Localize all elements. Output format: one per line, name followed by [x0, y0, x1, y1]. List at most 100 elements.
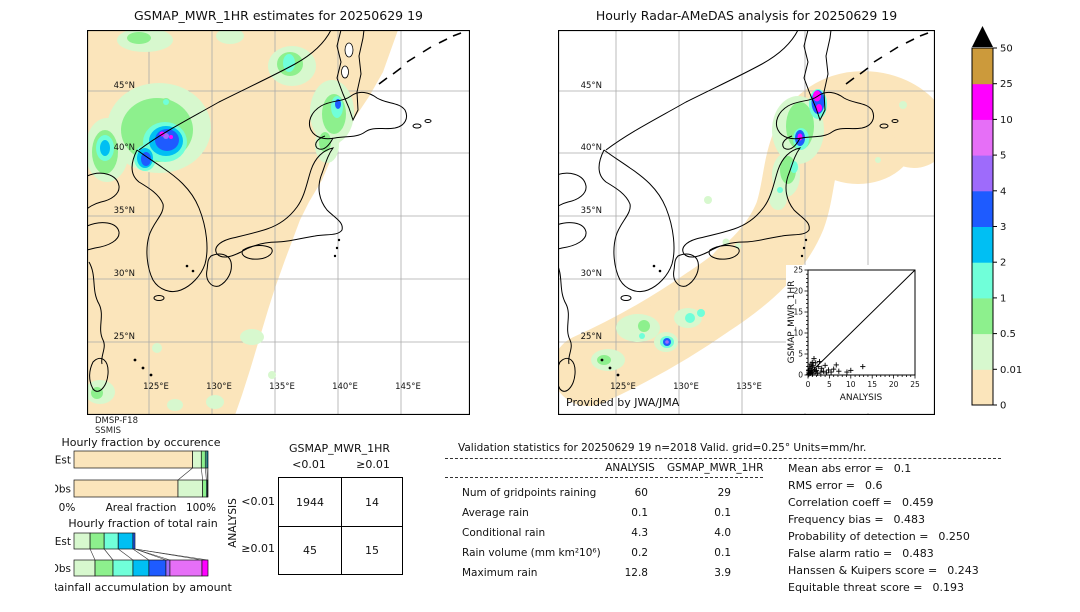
lon-label: 125°E [143, 382, 169, 392]
svg-text:0.5: 0.5 [1000, 329, 1016, 340]
gsmap-estimates-map: 45°N 40°N 35°N 30°N 25°N 125°E 130°E 135… [87, 30, 470, 415]
credit-text: Provided by JWA/JMA [566, 396, 680, 409]
right-map-title: Hourly Radar-AMeDAS analysis for 2025062… [595, 8, 898, 23]
lat-label: 30°N [114, 269, 135, 279]
svg-text:0.01: 0.01 [1000, 365, 1022, 376]
axis-title: Areal fraction [106, 502, 177, 514]
svg-text:10: 10 [1000, 115, 1013, 126]
sakhalin-lakes [341, 42, 354, 79]
lat-label: 25°N [581, 332, 602, 342]
stat-row: Conditional rain 4.3 4.0 [462, 527, 731, 539]
rain-colorbar: 0 0.01 0.5 1 2 3 4 5 10 25 50 [971, 26, 1022, 412]
contingency-header: GSMAP_MWR_1HR [288, 442, 391, 455]
score-row: RMS error = 0.6 [788, 479, 883, 492]
axis-100pct: 100% [186, 502, 216, 514]
svg-text:20: 20 [793, 287, 803, 296]
svg-text:10: 10 [846, 380, 856, 389]
total-rain-title: Hourly fraction of total rain [68, 517, 217, 530]
svg-text:5: 5 [1000, 151, 1006, 162]
radar-amedas-map: 45°N 40°N 35°N 30°N 25°N 125°E 130°E 135… [558, 30, 935, 415]
score-row: Frequency bias = 0.483 [788, 513, 926, 526]
est-label: Est [55, 455, 71, 467]
svg-text:10: 10 [793, 329, 803, 338]
score-row: Hanssen & Kuipers score = 0.243 [788, 564, 979, 577]
col-header-gsmap: GSMAP_MWR_1HR [667, 462, 764, 474]
lon-label: 135°E [269, 382, 295, 392]
lon-label: 135°E [736, 382, 762, 392]
rain-field [591, 89, 907, 371]
lat-label: 40°N [114, 143, 135, 153]
dashed-divider [445, 458, 1001, 459]
svg-text:25: 25 [793, 266, 803, 275]
contingency-grid: 1944 14 45 15 [278, 477, 403, 575]
lon-label: 130°E [206, 382, 232, 392]
score-row: Mean abs error = 0.1 [788, 462, 912, 475]
validation-statistics: Validation statistics for 20250629 19 n=… [443, 440, 1033, 608]
dashed-divider [445, 477, 763, 478]
satellite-source: DMSP-F18 SSMIS [95, 416, 138, 436]
lat-label: 25°N [114, 332, 135, 342]
svg-text:1: 1 [1000, 293, 1006, 304]
svg-text:4: 4 [1000, 186, 1006, 197]
svg-text:3: 3 [1000, 222, 1006, 233]
lon-label: 140°E [332, 382, 358, 392]
col-header-analysis: ANALYSIS [605, 462, 655, 474]
obs-label: Obs [55, 484, 71, 496]
lat-label: 35°N [581, 206, 602, 216]
cell-false-alarms: 14 [341, 478, 402, 526]
right-map-labels: 45°N 40°N 35°N 30°N 25°N 125°E 130°E 135… [581, 81, 762, 392]
svg-text:15: 15 [867, 380, 877, 389]
row-label-lt: <0.01 [241, 495, 275, 508]
map-border [558, 30, 935, 415]
svg-text:0: 0 [1000, 401, 1006, 412]
cell-correct-negatives: 1944 [296, 495, 324, 509]
sensor-name: SSMIS [95, 426, 122, 436]
lat-label: 45°N [114, 81, 135, 91]
inset-xlabel: ANALYSIS [840, 393, 883, 403]
left-map-labels: 45°N 40°N 35°N 30°N 25°N 125°E 130°E 135… [114, 81, 421, 392]
validation-title: Validation statistics for 20250629 19 n=… [458, 442, 867, 454]
svg-text:0: 0 [798, 371, 803, 380]
contingency-table: GSMAP_MWR_1HR <0.01 ≥0.01 ANALYSIS <0.01… [225, 440, 410, 585]
svg-text:2: 2 [1000, 258, 1006, 269]
axis-0pct: 0% [59, 502, 76, 514]
est-label: Est [55, 536, 71, 548]
left-map-title: GSMAP_MWR_1HR estimates for 20250629 19 [134, 8, 423, 23]
svg-text:25: 25 [910, 380, 920, 389]
score-row: Equitable threat score = 0.193 [788, 581, 964, 594]
lon-label: 145°E [395, 382, 421, 392]
svg-text:5: 5 [798, 350, 803, 359]
lat-label: 45°N [581, 81, 602, 91]
map-border [87, 30, 470, 415]
occurrence-title: Hourly fraction by occurence [62, 436, 221, 449]
cell-misses: 45 [279, 526, 341, 574]
row-label-ge: ≥0.01 [241, 542, 275, 555]
satellite-name: DMSP-F18 [95, 416, 138, 426]
svg-text:25: 25 [1000, 79, 1013, 90]
col-label-lt: <0.01 [292, 458, 326, 471]
rain-field [87, 30, 354, 411]
score-row: Correlation coeff = 0.459 [788, 496, 934, 509]
svg-text:50: 50 [1000, 44, 1013, 55]
obs-label: Obs [55, 563, 71, 575]
score-row: Probability of detection = 0.250 [788, 530, 970, 543]
inset-scatter: 00 5 5 10 10 15 15 20 20 25 25 ANALYSIS GSMAP_MWR_… [786, 265, 935, 413]
svg-text:0: 0 [806, 380, 811, 389]
cell-hits: 15 [341, 526, 402, 574]
lat-label: 40°N [581, 143, 602, 153]
fraction-bars: Hourly fraction by occurence Est Obs 0% … [55, 436, 233, 594]
lon-label: 125°E [610, 382, 636, 392]
score-row: False alarm ratio = 0.483 [788, 547, 934, 560]
svg-text:5: 5 [827, 380, 832, 389]
lon-label: 130°E [673, 382, 699, 392]
stat-row: Num of gridpoints raining 60 29 [462, 487, 731, 499]
accumulation-caption: Rainfall accumulation by amount [55, 581, 233, 594]
stat-row: Average rain 0.1 0.1 [462, 507, 731, 519]
col-label-ge: ≥0.01 [356, 458, 390, 471]
svg-text:15: 15 [793, 308, 803, 317]
lat-label: 35°N [114, 206, 135, 216]
stat-row: Rain volume (mm km²10⁶) 0.2 0.1 [462, 547, 731, 559]
inset-ylabel: GSMAP_MWR_1HR [787, 281, 797, 364]
stat-row: Maximum rain 12.8 3.9 [462, 567, 731, 579]
